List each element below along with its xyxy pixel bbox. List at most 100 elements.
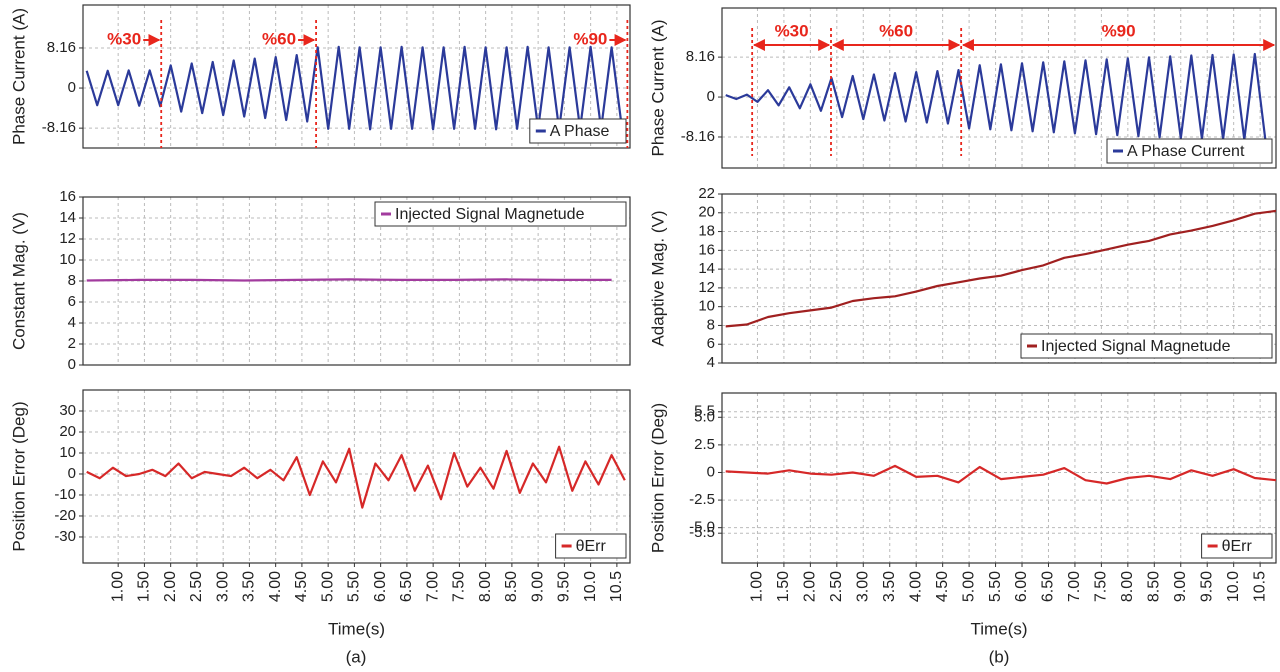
x-tick-label: 2.50: [188, 571, 205, 602]
data-line: [86, 445, 626, 509]
x-tick-label: 3.50: [881, 571, 898, 602]
y-tick-label: -2.5: [689, 491, 715, 508]
legend-label: A Phase Current: [1127, 143, 1245, 160]
x-tick-label: 1.50: [136, 571, 153, 602]
x-tick-label: 7.50: [1093, 571, 1110, 602]
y-tick-label: 10: [59, 444, 76, 461]
x-tick-label: 10.5: [1251, 571, 1268, 602]
y-axis-label: Position Error (Deg): [648, 403, 667, 553]
x-axis-label: Time(s): [328, 619, 385, 638]
x-tick-label: 8.50: [503, 571, 520, 602]
caption: (a): [346, 647, 367, 666]
y-tick-label: 8: [707, 316, 715, 333]
plot-frame: [721, 392, 1277, 564]
x-tick-label: 5.50: [987, 571, 1004, 602]
data-line: [725, 52, 1267, 141]
y-tick-label: -8.16: [42, 119, 76, 136]
x-tick-label: 4.50: [934, 571, 951, 602]
y-tick-label: 2: [68, 335, 76, 352]
y-tick-label: 2.5: [694, 436, 715, 453]
x-tick-label: 5.00: [960, 571, 977, 602]
x-tick-label: 5.00: [319, 571, 336, 602]
caption: (b): [989, 647, 1010, 666]
marker-label: %60: [262, 29, 296, 48]
x-tick-label: 10.0: [582, 571, 599, 602]
marker-label: %90: [573, 29, 607, 48]
y-tick-label: 18: [698, 223, 715, 240]
region-label: %90: [1102, 21, 1136, 40]
x-tick-label: 2.50: [828, 571, 845, 602]
y-tick-label: 4: [68, 314, 76, 331]
plot-frame: [82, 196, 631, 366]
y-tick-label: 0: [707, 463, 715, 480]
x-tick-label: 8.00: [1119, 571, 1136, 602]
y-tick-label: 0: [68, 356, 76, 373]
y-tick-label: -20: [54, 507, 76, 524]
y-tick-label: 10: [698, 298, 715, 315]
x-tick-label: 7.50: [451, 571, 468, 602]
x-tick-label: 10.0: [1225, 571, 1242, 602]
x-tick-label: 2.00: [802, 571, 819, 602]
plot-frame: [721, 7, 1277, 169]
plot-frame: [82, 4, 631, 149]
y-tick-label: 16: [59, 188, 76, 205]
x-tick-label: 6.50: [398, 571, 415, 602]
y-tick-label: 4: [707, 354, 715, 371]
y-axis-label: Position Error (Deg): [9, 401, 28, 551]
x-tick-label: 3.00: [854, 571, 871, 602]
data-line: [725, 464, 1276, 485]
y-tick-label: 16: [698, 241, 715, 258]
y-tick-label: 22: [698, 185, 715, 202]
plot-frame: [82, 389, 631, 564]
x-tick-label: 1.00: [749, 571, 766, 602]
legend-label: Injected Signal Magnetude: [1041, 338, 1231, 355]
y-tick-label: 6: [707, 335, 715, 352]
marker-label: %30: [107, 29, 141, 48]
y-tick-label: 14: [59, 209, 76, 226]
x-tick-label: 9.00: [1172, 571, 1189, 602]
y-tick-label: 5.5: [694, 403, 715, 420]
legend-label: A Phase: [550, 123, 610, 140]
x-tick-label: 3.00: [214, 571, 231, 602]
x-tick-label: 4.00: [907, 571, 924, 602]
plot-frame: [721, 193, 1277, 364]
x-tick-label: 9.00: [529, 571, 546, 602]
x-tick-label: 7.00: [424, 571, 441, 602]
x-tick-label: 6.50: [1040, 571, 1057, 602]
y-tick-label: 8.16: [686, 48, 715, 65]
legend-box: [1020, 333, 1273, 359]
region-label: %30: [775, 21, 809, 40]
x-tick-label: 9.50: [556, 571, 573, 602]
x-tick-label: 4.00: [267, 571, 284, 602]
region-label: %60: [879, 21, 913, 40]
y-axis-label: Adaptive Mag. (V): [648, 210, 667, 346]
legend-box: [529, 118, 627, 144]
y-tick-label: 14: [698, 260, 715, 277]
y-tick-label: 0: [707, 88, 715, 105]
x-tick-label: 5.50: [346, 571, 363, 602]
legend-box: [1106, 138, 1273, 164]
y-tick-label: 20: [698, 204, 715, 221]
data-line: [85, 45, 624, 131]
y-tick-label: -30: [54, 528, 76, 545]
y-tick-label: -5.5: [689, 524, 715, 541]
y-tick-label: -5.0: [689, 519, 715, 536]
y-tick-label: 10: [59, 251, 76, 268]
y-tick-label: 8.16: [47, 39, 76, 56]
x-tick-label: 1.50: [775, 571, 792, 602]
y-tick-label: -10: [54, 486, 76, 503]
y-tick-label: 12: [698, 279, 715, 296]
x-tick-label: 8.00: [477, 571, 494, 602]
x-tick-label: 3.50: [241, 571, 258, 602]
data-line: [725, 209, 1276, 328]
legend-label: θErr: [1222, 538, 1253, 555]
y-axis-label: Phase Current (A): [9, 8, 28, 145]
x-tick-label: 9.50: [1198, 571, 1215, 602]
y-tick-label: 8: [68, 272, 76, 289]
data-line: [86, 278, 612, 282]
x-tick-label: 6.00: [1013, 571, 1030, 602]
x-tick-label: 10.5: [608, 571, 625, 602]
legend-label: Injected Signal Magnetude: [395, 206, 585, 223]
y-tick-label: 30: [59, 402, 76, 419]
